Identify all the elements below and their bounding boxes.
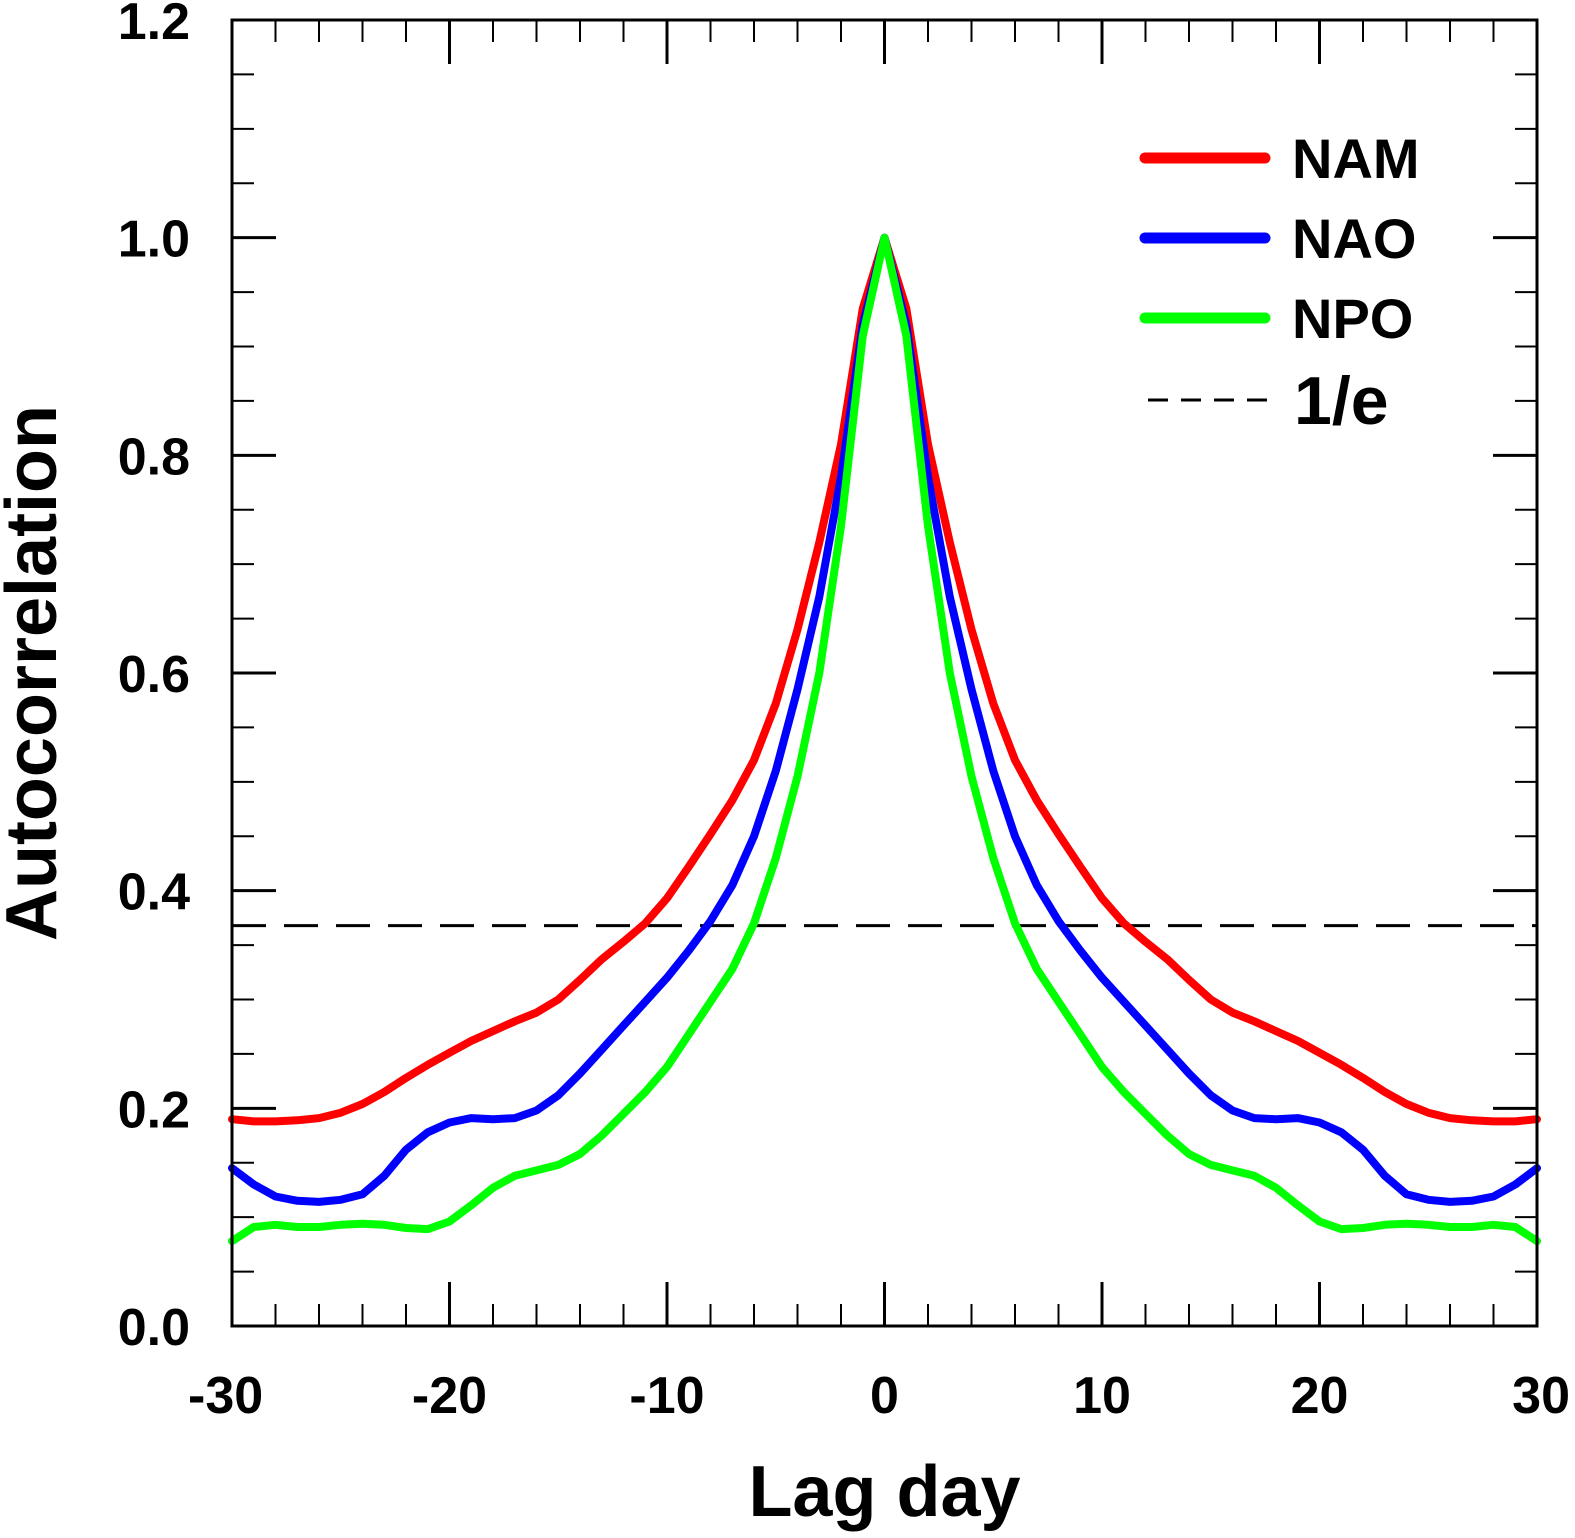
x-tick-label: 0	[870, 1367, 899, 1425]
major-ticks	[230, 18, 1539, 1328]
y-tick-label: 0.6	[118, 646, 190, 704]
legend-label-nam: NAM	[1292, 127, 1420, 190]
x-tick-label: -30	[188, 1367, 263, 1425]
series-line-npo	[228, 233, 1541, 1246]
y-tick-label: 0.0	[118, 1299, 190, 1357]
y-axis-title: Autocorrelation	[0, 405, 72, 941]
y-tick-label: 1.2	[118, 0, 190, 51]
legend: NAM NAO NPO 1/e	[1139, 127, 1420, 439]
x-tick-label: 20	[1291, 1367, 1349, 1425]
y-tick-label: 0.4	[118, 864, 190, 922]
y-tick-label: 0.2	[118, 1081, 190, 1139]
x-tick-label: -10	[629, 1367, 704, 1425]
legend-label-npo: NPO	[1292, 287, 1413, 350]
x-axis-title: Lag day	[748, 1452, 1020, 1532]
legend-label-nao: NAO	[1292, 207, 1416, 270]
x-tick-label: 30	[1512, 1367, 1570, 1425]
y-tick-labels: 0.0 0.2 0.4 0.6 0.8 1.0 1.2	[118, 0, 190, 1357]
x-tick-labels: -30 -20 -10 0 10 20 30	[188, 1367, 1570, 1425]
x-tick-label: 10	[1073, 1367, 1131, 1425]
series-layer	[228, 233, 1541, 1246]
legend-label-1-over-e: 1/e	[1294, 363, 1389, 439]
x-tick-label: -20	[412, 1367, 487, 1425]
y-tick-label: 0.8	[118, 428, 190, 486]
y-tick-label: 1.0	[118, 211, 190, 269]
